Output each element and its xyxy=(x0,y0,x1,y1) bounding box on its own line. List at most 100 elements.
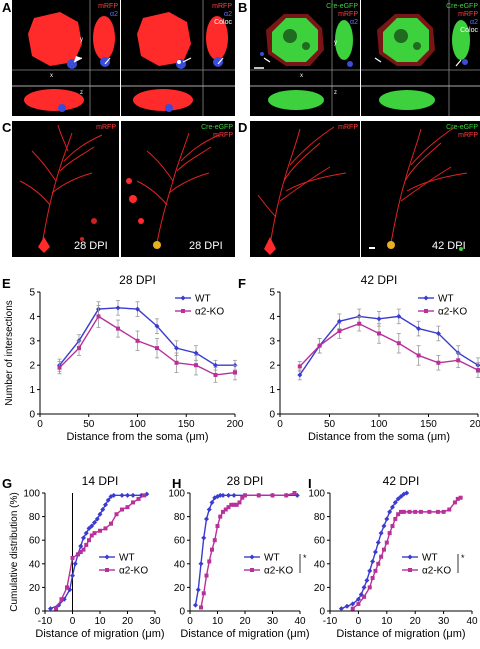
data-point-ko-i xyxy=(384,540,389,545)
data-point-ko-h xyxy=(256,493,261,498)
significance-mark-h: * xyxy=(303,553,307,563)
panel-label-h: H xyxy=(172,476,181,491)
panel-label-i: I xyxy=(308,476,312,491)
data-point-ko-e xyxy=(96,314,101,319)
data-point-ko-i xyxy=(370,575,375,580)
data-point-ko-f xyxy=(476,368,480,373)
data-point-ko-h xyxy=(207,559,212,564)
data-point-wt-h xyxy=(204,516,209,522)
panel-b-left-image xyxy=(250,0,360,116)
channel-label-cre-egfp: Cre-eGFP xyxy=(201,124,233,131)
panel-label-g: G xyxy=(2,476,12,491)
legend-marker-wt-i xyxy=(407,554,413,560)
data-point-ko-g xyxy=(84,542,89,547)
series-line-wt-f xyxy=(299,315,479,376)
panel-a-left-channels: mRFP α2 xyxy=(80,3,118,19)
x-tick-label-g: 10 xyxy=(94,616,106,627)
data-point-ko-h xyxy=(201,591,206,596)
data-point-wt-h xyxy=(220,492,226,498)
panel-c-right-art xyxy=(121,121,235,257)
chart-title-g: 14 DPI xyxy=(82,474,119,488)
panel-b-left-channels: Cre-eGFP mRFP α2 xyxy=(288,3,358,27)
data-point-ko-g xyxy=(76,552,80,557)
data-point-wt-h xyxy=(231,492,237,498)
panel-d-right-art xyxy=(361,121,480,257)
panel-d-right-channels: Cre-eGFP mRFP xyxy=(420,124,478,140)
axis-letter-y: y xyxy=(80,37,83,43)
series-line-ko-f xyxy=(299,322,479,371)
data-point-ko-i xyxy=(447,507,452,512)
legend-marker-wt-e xyxy=(180,295,186,301)
y-tick-label-f: 5 xyxy=(269,288,275,299)
data-point-wt-e xyxy=(174,345,179,351)
channel-label-mrfp: mRFP xyxy=(96,124,116,131)
data-point-wt-g xyxy=(81,535,86,541)
data-point-ko-f xyxy=(297,364,302,369)
axis-letter-z: z xyxy=(80,90,83,96)
legend-label-wt-h: WT xyxy=(264,553,280,564)
data-point-wt-g xyxy=(86,525,92,531)
data-point-wt-i xyxy=(361,584,367,590)
legend-label-wt-e: WT xyxy=(195,294,211,305)
y-tick-label-e: 2 xyxy=(29,361,35,372)
y-tick-label-g: 60 xyxy=(29,536,41,547)
y-tick-label-i: 100 xyxy=(308,489,325,500)
data-point-ko-i xyxy=(399,509,403,514)
data-point-ko-i xyxy=(455,496,460,501)
x-tick-label-i: 10 xyxy=(381,616,393,627)
panel-b-right-channels: Cre-eGFP mRFP α2 Coloc xyxy=(406,3,478,35)
legend-marker-ko-g xyxy=(105,568,109,572)
panel-a-left-art xyxy=(12,0,120,116)
data-point-ko-e xyxy=(233,370,237,375)
x-tick-label-g: 30 xyxy=(149,616,161,627)
legend-label-wt-f: WT xyxy=(438,294,454,305)
x-axis-label-h: Distance of migration (μm) xyxy=(180,628,309,640)
panel-a-right-art xyxy=(121,0,235,116)
data-point-ko-g xyxy=(136,496,141,501)
panel-a-left-image xyxy=(12,0,120,116)
data-point-ko-g xyxy=(87,538,91,543)
legend-label-ko-i: α2-KO xyxy=(422,566,451,577)
legend-marker-wt-h xyxy=(249,554,255,560)
panel-c-left-art xyxy=(12,121,119,257)
channel-label-coloc: Coloc xyxy=(460,27,478,34)
legend-marker-ko-h xyxy=(250,568,254,572)
panel-label-f: F xyxy=(238,276,246,291)
data-point-ko-g xyxy=(131,500,135,505)
data-point-wt-i xyxy=(372,549,378,555)
axis-letter-z: z xyxy=(334,90,337,96)
data-point-ko-g xyxy=(114,512,119,517)
data-point-ko-h xyxy=(215,524,220,529)
data-point-wt-g xyxy=(105,497,111,503)
panel-c-right-channels: Cre-eGFP mRFP xyxy=(178,124,233,140)
axis-letter-x: x xyxy=(300,73,303,79)
legend-marker-ko-i xyxy=(408,568,412,572)
data-point-ko-i xyxy=(367,585,372,590)
y-tick-label-g: 80 xyxy=(29,512,41,523)
data-point-wt-g xyxy=(72,561,78,567)
panel-d-left-art xyxy=(250,121,360,257)
data-point-wt-e xyxy=(193,350,199,356)
data-point-ko-i xyxy=(390,524,395,529)
series-line-ko-i xyxy=(352,497,461,610)
data-point-ko-f xyxy=(317,343,322,348)
x-tick-label-e: 50 xyxy=(83,419,95,430)
x-tick-label-e: 150 xyxy=(178,419,195,430)
panel-label-a: A xyxy=(2,0,12,15)
y-tick-label-e: 3 xyxy=(29,336,35,347)
y-tick-label-i: 60 xyxy=(314,536,326,547)
chart-title-e: 28 DPI xyxy=(119,273,156,287)
data-point-wt-f xyxy=(435,330,441,336)
data-point-ko-i xyxy=(379,554,384,559)
data-point-ko-h xyxy=(210,547,214,552)
data-point-ko-h xyxy=(243,493,247,498)
data-point-wt-h xyxy=(226,492,231,498)
data-point-ko-e xyxy=(213,372,218,377)
data-point-wt-e xyxy=(213,362,218,368)
data-point-ko-i xyxy=(452,500,457,505)
data-point-ko-f xyxy=(357,321,362,326)
data-point-wt-e xyxy=(115,305,121,311)
data-point-ko-e xyxy=(57,365,62,370)
panel-label-b: B xyxy=(238,0,248,15)
y-tick-label-f: 4 xyxy=(269,312,275,323)
